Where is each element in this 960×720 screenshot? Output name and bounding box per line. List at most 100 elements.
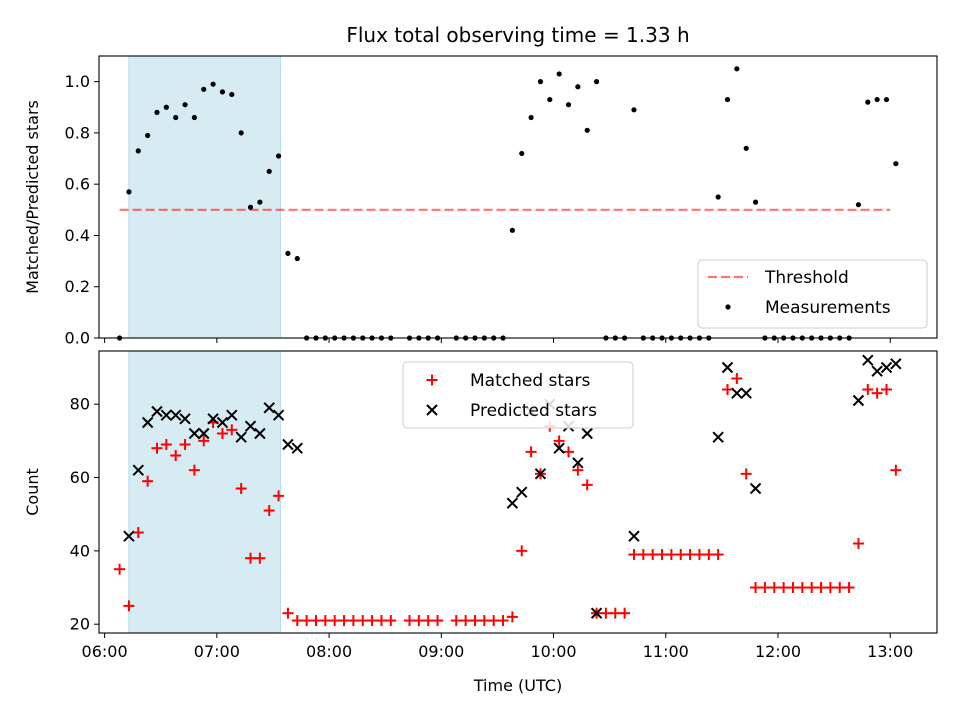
- measurement-point: [257, 199, 263, 205]
- matched-stars-point: [216, 428, 228, 440]
- matched-stars-point: [581, 479, 593, 491]
- measurement-point: [191, 114, 197, 121]
- matched-stars-point: [862, 384, 874, 396]
- x-tick-label: 13:00: [867, 642, 913, 661]
- matched-stars-point: [843, 582, 855, 594]
- matched-stars-point: [628, 549, 640, 561]
- measurement-point: [145, 132, 151, 139]
- y-tick-label: 40: [70, 541, 90, 560]
- matched-stars-point: [852, 538, 864, 550]
- y-tick-label: 60: [70, 468, 90, 487]
- matched-stars-point: [179, 439, 191, 451]
- matched-stars-point: [432, 615, 444, 627]
- matched-stars-point: [385, 615, 397, 627]
- matched-stars-point: [422, 615, 434, 627]
- top-y-axis-label: Matched/Predicted stars: [23, 100, 42, 294]
- matched-stars-point: [740, 468, 752, 480]
- matched-stars-point: [815, 582, 827, 594]
- predicted-stars-point: [123, 530, 135, 542]
- matched-stars-point: [235, 483, 247, 495]
- predicted-stars-point: [179, 413, 191, 425]
- measurement-point: [238, 130, 244, 136]
- measurement-point: [294, 255, 300, 262]
- matched-stars-point: [460, 615, 472, 627]
- matched-stars-point: [572, 464, 584, 476]
- matched-stars-point: [731, 373, 743, 385]
- matched-stars-point: [319, 615, 331, 627]
- matched-stars-point: [675, 549, 687, 561]
- measurement-point: [509, 227, 515, 233]
- matched-stars-point: [796, 582, 808, 594]
- bottom-panel-frame: [98, 350, 938, 634]
- matched-stars-point: [600, 607, 612, 619]
- series-matched-stars: [114, 373, 902, 627]
- predicted-stars-point: [244, 420, 257, 432]
- predicted-stars-point: [506, 497, 519, 509]
- matched-stars-point: [160, 439, 172, 451]
- matched-stars-point: [413, 615, 425, 627]
- x-axis-label: Time (UTC): [473, 676, 562, 695]
- matched-stars-point: [693, 549, 705, 561]
- measurement-point: [584, 127, 590, 133]
- matched-stars-point: [123, 600, 135, 612]
- top-legend: Threshold Measurements: [697, 259, 928, 329]
- predicted-stars-point: [628, 530, 640, 542]
- matched-stars-point: [787, 582, 799, 594]
- matched-stars-point: [301, 615, 313, 627]
- predicted-stars-point: [169, 409, 182, 421]
- predicted-stars-point: [263, 402, 275, 414]
- predicted-stars-point: [590, 607, 603, 619]
- measurement-point: [135, 148, 141, 154]
- legend-predicted-label: Predicted stars: [470, 401, 597, 421]
- matched-stars-point: [824, 582, 836, 594]
- legend-predicted-swatch: [426, 404, 438, 416]
- measurement-point: [865, 99, 871, 105]
- measurement-point: [743, 145, 749, 151]
- measurement-point: [266, 168, 272, 174]
- predicted-stars-point: [141, 416, 154, 429]
- matched-stars-point: [469, 615, 481, 627]
- x-tick-label: 06:00: [82, 642, 128, 661]
- y-tick-label: 80: [70, 395, 90, 414]
- matched-stars-point: [310, 615, 322, 627]
- measurement-point: [724, 96, 731, 103]
- bottom-panel: 06:00 07:00 08:00 09:00 10:00 11:00 12:00 13:00…: [23, 350, 938, 661]
- matched-stars-point: [347, 615, 359, 627]
- matched-stars-point: [273, 490, 285, 502]
- legend-measurements-swatch: [725, 304, 731, 310]
- predicted-stars-point: [871, 365, 883, 377]
- y-tick-label: 1.0: [65, 72, 90, 91]
- predicted-stars-point: [160, 409, 173, 421]
- measurement-point: [715, 194, 721, 200]
- matched-stars-point: [338, 615, 350, 627]
- predicted-stars-point: [151, 405, 163, 418]
- measurement-point: [537, 79, 544, 85]
- predicted-stars-point: [749, 482, 762, 495]
- matched-stars-point: [450, 615, 462, 627]
- y-tick-label: 0.2: [65, 277, 90, 296]
- matched-stars-point: [806, 582, 818, 594]
- matched-stars-point: [880, 384, 892, 396]
- measurement-point: [201, 86, 207, 92]
- measurement-point: [285, 250, 291, 256]
- matched-stars-point: [750, 582, 762, 594]
- matched-stars-point: [497, 615, 509, 627]
- predicted-stars-point: [880, 361, 893, 374]
- predicted-stars-point: [198, 427, 210, 440]
- x-tick-label: 10:00: [530, 642, 576, 661]
- predicted-stars-point: [890, 358, 902, 370]
- x-tick-label: 08:00: [306, 642, 352, 661]
- matched-stars-point: [609, 607, 621, 619]
- matched-stars-point: [142, 475, 154, 487]
- predicted-stars-point: [516, 486, 528, 498]
- bottom-legend: Matched stars Predicted stars: [402, 361, 634, 429]
- matched-stars-point: [665, 549, 677, 561]
- matched-stars-point: [722, 384, 733, 396]
- predicted-stars-point: [207, 413, 219, 425]
- predicted-stars-point: [291, 442, 303, 454]
- predicted-stars-point: [731, 387, 743, 399]
- legend-threshold-label: Threshold: [764, 268, 849, 288]
- observing-time-span: [128, 55, 281, 339]
- matched-stars-point: [759, 582, 771, 594]
